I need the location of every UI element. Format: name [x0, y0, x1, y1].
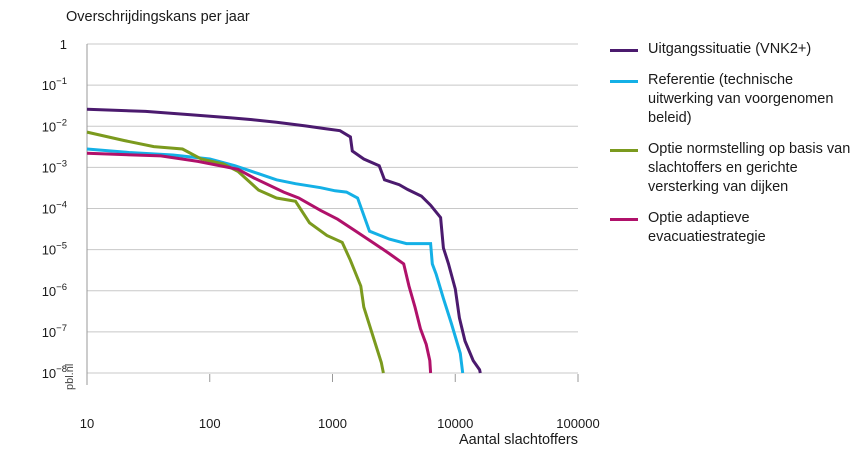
- legend-item-normstelling: Optie normstelling op basis van slachtof…: [608, 140, 860, 197]
- x-tick-labels: 10 100 1000 10000 100000: [80, 374, 600, 431]
- x-tick-label: 100000: [556, 416, 599, 431]
- legend-item-uitgangssituatie: Uitgangssituatie (VNK2+): [608, 40, 860, 59]
- y-tick-label: 10−6: [42, 282, 67, 299]
- legend-item-adaptieve-evacuatie: Optie adaptieve evacuatiestrategie: [608, 209, 860, 247]
- series-line-1: [86, 147, 465, 374]
- legend-label: Uitgangssituatie (VNK2+): [648, 41, 812, 57]
- series-line-2: [86, 130, 385, 374]
- legend-swatch: [610, 49, 638, 52]
- series-lines: [86, 107, 482, 374]
- x-tick-label: 10: [80, 416, 94, 431]
- y-tick-label: 10−4: [42, 200, 67, 217]
- x-tick-label: 1000: [318, 416, 347, 431]
- legend-label: Referentie (technische uitwerking van vo…: [648, 72, 834, 126]
- gridlines: [86, 43, 578, 385]
- legend-label: Optie adaptieve evacuatiestrategie: [648, 210, 766, 245]
- y-tick-label: 10−7: [42, 323, 67, 340]
- y-axis-label: Overschrijdingskans per jaar: [66, 9, 250, 25]
- legend-swatch: [610, 218, 638, 221]
- x-axis-label: Aantal slachtoffers: [458, 432, 578, 448]
- legend-swatch: [610, 149, 638, 152]
- y-tick-label: 10−5: [42, 241, 67, 258]
- y-tick-label: 10−2: [42, 117, 67, 134]
- x-tick-label: 100: [199, 416, 221, 431]
- y-tick-labels: 110−110−210−310−410−510−610−710−8: [42, 37, 67, 381]
- y-tick-label: 10−1: [42, 76, 67, 93]
- y-tick-label: 10−3: [42, 158, 67, 175]
- y-tick-label: 1: [60, 37, 67, 52]
- legend-swatch: [610, 80, 638, 83]
- legend-item-referentie: Referentie (technische uitwerking van vo…: [608, 71, 860, 128]
- x-tick-label: 10000: [437, 416, 473, 431]
- source-watermark: pbl.nl: [64, 363, 76, 390]
- series-line-3: [86, 151, 433, 374]
- series-line-0: [86, 107, 482, 374]
- legend-label: Optie normstelling op basis van slachtof…: [648, 141, 851, 195]
- legend: Uitgangssituatie (VNK2+) Referentie (tec…: [608, 40, 860, 259]
